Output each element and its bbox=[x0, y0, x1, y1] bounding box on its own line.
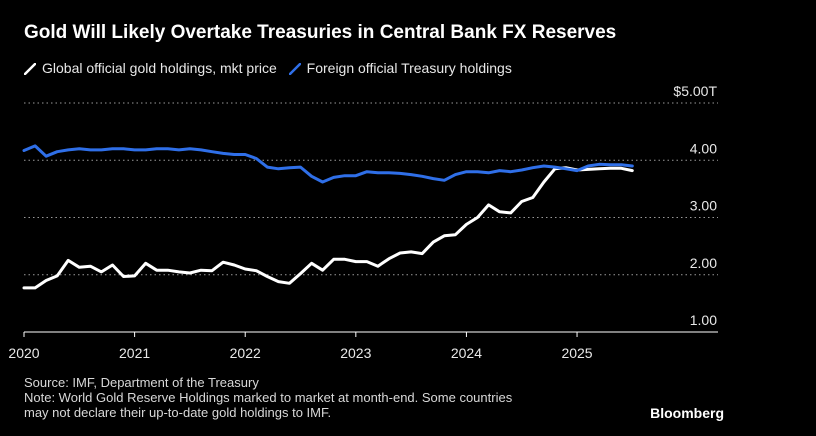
legend-swatch-gold-icon bbox=[24, 63, 36, 76]
chart-footer: Source: IMF, Department of the Treasury … bbox=[24, 375, 512, 420]
x-tick-label: 2023 bbox=[340, 345, 371, 361]
y-axis-unit-label: $5.00T bbox=[673, 83, 717, 99]
x-tick-label: 2024 bbox=[451, 345, 482, 361]
series-line-treasury bbox=[22, 144, 634, 184]
chart-title: Gold Will Likely Overtake Treasuries in … bbox=[24, 22, 617, 43]
x-tick-label: 2021 bbox=[119, 345, 150, 361]
legend-label-treasury: Foreign official Treasury holdings bbox=[306, 60, 512, 76]
brand-logo: Bloomberg bbox=[650, 405, 724, 421]
series-line-gold bbox=[22, 166, 634, 290]
x-tick-label: 2022 bbox=[230, 345, 261, 361]
y-tick-label: 4.00 bbox=[690, 140, 717, 156]
x-tick-label: 2025 bbox=[561, 345, 592, 361]
legend-label-gold: Global official gold holdings, mkt price bbox=[42, 60, 277, 76]
legend-item-treasury: Foreign official Treasury holdings bbox=[288, 60, 512, 76]
chart-legend: Global official gold holdings, mkt price… bbox=[24, 60, 520, 76]
note-text-line1: Note: World Gold Reserve Holdings marked… bbox=[24, 390, 513, 405]
y-tick-label: 1.00 bbox=[690, 312, 717, 328]
note-text-line2: may not declare their up-to-date gold ho… bbox=[24, 405, 332, 420]
x-tick-label: 2020 bbox=[8, 345, 39, 361]
source-text: Source: IMF, Department of the Treasury bbox=[24, 375, 259, 390]
y-tick-label: 2.00 bbox=[690, 255, 717, 271]
legend-item-gold: Global official gold holdings, mkt price bbox=[24, 60, 277, 76]
y-tick-label: 3.00 bbox=[690, 198, 717, 214]
legend-swatch-treasury-icon bbox=[288, 63, 301, 76]
